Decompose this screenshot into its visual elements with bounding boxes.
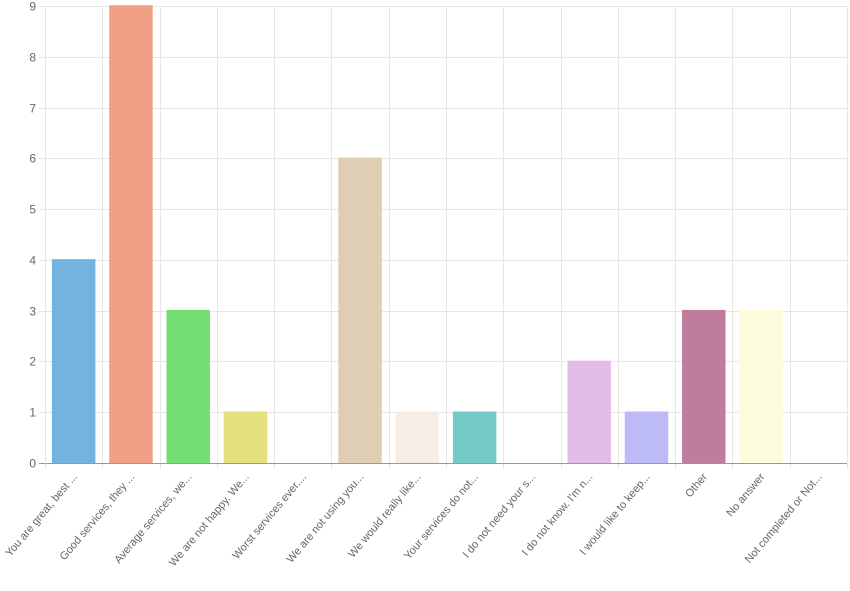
bar[interactable] — [109, 5, 153, 464]
axis-layer — [39, 6, 847, 464]
bar[interactable] — [682, 309, 726, 464]
y-tick-label: 7 — [29, 102, 36, 116]
bar[interactable] — [395, 411, 440, 464]
y-tick-label: 1 — [29, 406, 36, 420]
x-tick-label: Other — [683, 471, 710, 500]
bar[interactable] — [739, 309, 783, 464]
bar[interactable] — [223, 411, 268, 464]
y-tick-label: 2 — [29, 355, 36, 369]
y-tick-label: 0 — [29, 457, 36, 471]
y-tick-label: 9 — [29, 0, 36, 14]
x-tick-label: No answer — [724, 471, 767, 519]
y-tick-labels: 0 1 2 3 4 5 6 7 8 9 — [29, 0, 36, 471]
bar[interactable] — [452, 411, 497, 464]
bar[interactable] — [624, 411, 669, 464]
y-tick-label: 4 — [29, 254, 36, 268]
bar[interactable] — [166, 309, 210, 464]
x-tick-labels: You are great, best ...Good services, th… — [3, 471, 824, 569]
bars-layer — [51, 5, 783, 464]
bar[interactable] — [51, 259, 96, 464]
y-tick-label: 8 — [29, 51, 36, 65]
y-tick-label: 6 — [29, 152, 36, 166]
y-tick-label: 3 — [29, 305, 36, 319]
bar[interactable] — [567, 360, 611, 464]
bar[interactable] — [338, 157, 382, 464]
grid-layer — [39, 6, 848, 469]
y-tick-label: 5 — [29, 203, 36, 217]
